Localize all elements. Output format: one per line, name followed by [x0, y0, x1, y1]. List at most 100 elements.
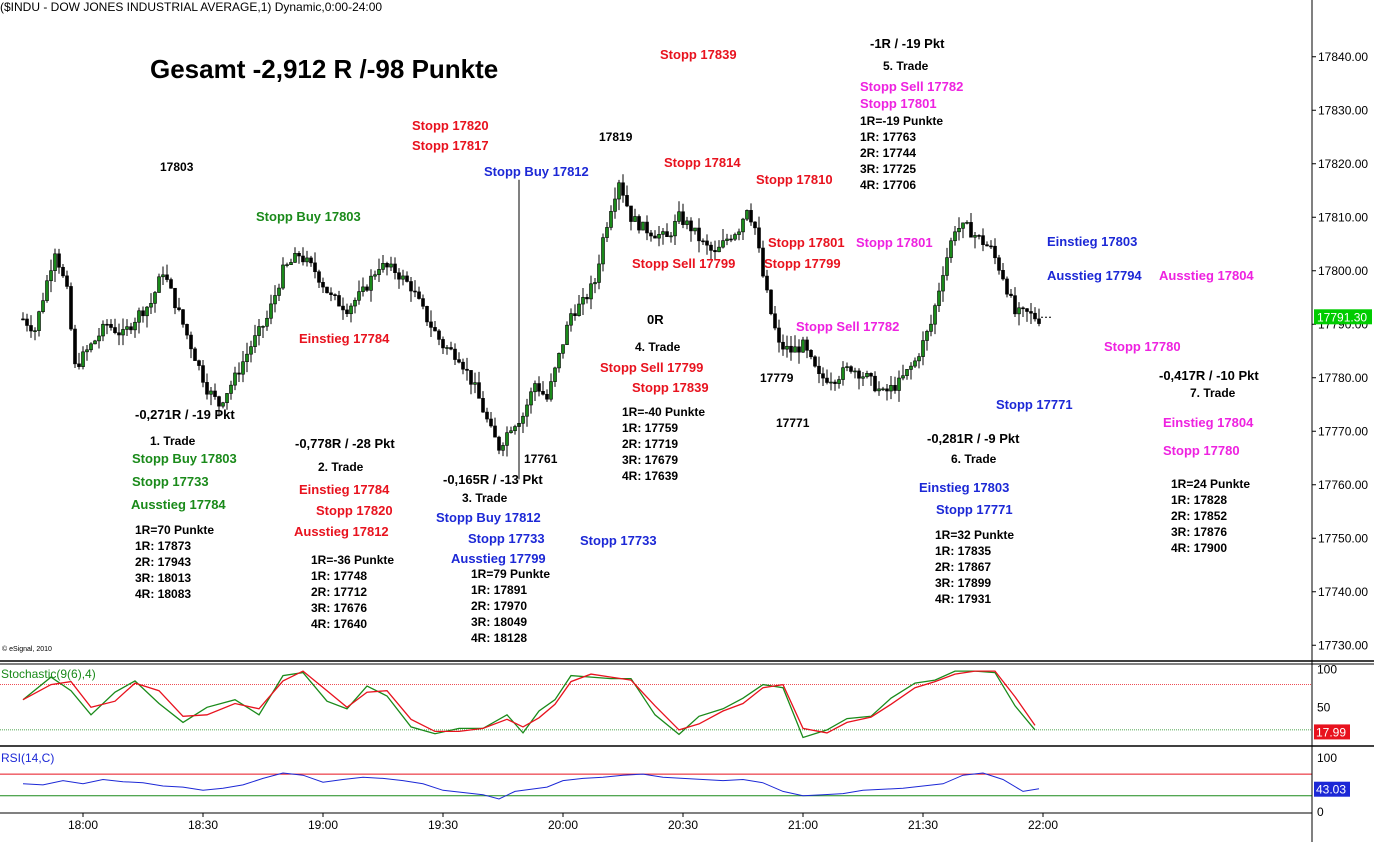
candle-body [217, 396, 221, 407]
y-tick-label: 17730.00 [1318, 638, 1368, 652]
candle-body [645, 221, 649, 234]
candle-body [453, 348, 457, 360]
candle-body [185, 324, 189, 336]
candle-body [61, 266, 65, 277]
annotation-49: -0,271R / -19 Pkt [135, 407, 235, 422]
candle-body [253, 335, 257, 347]
candle-body [689, 220, 693, 232]
candle-body [777, 327, 781, 343]
candle-body [885, 388, 889, 392]
candle-body [565, 324, 569, 345]
candle-body [993, 245, 997, 259]
candle-body [549, 381, 553, 400]
candle-body [805, 339, 809, 351]
y-tick-label: 17770.00 [1318, 424, 1368, 438]
candle-body [585, 297, 589, 300]
candle-body [609, 211, 613, 228]
annotation-20: Stopp Sell 17799 [632, 256, 736, 271]
candle-body [741, 218, 745, 233]
annotation-65: 1R: 17748 [311, 569, 368, 583]
annotation-56: 2R: 17943 [135, 555, 192, 569]
candle-body [461, 361, 465, 370]
candle-body [149, 303, 153, 308]
candle-body [73, 328, 77, 365]
candle-body [841, 367, 845, 380]
stoch-line-green [22, 670, 1036, 739]
candle-body [1037, 318, 1041, 324]
candle-body [289, 262, 293, 265]
candle-body [913, 360, 917, 367]
candle-body [97, 335, 101, 342]
rsi-tick-label: 0 [1317, 805, 1324, 819]
candle-body [433, 327, 437, 332]
candle-body [273, 295, 277, 305]
candle-body [749, 210, 753, 223]
candle-body [445, 347, 449, 349]
candle-body [277, 287, 281, 296]
candle-body [249, 346, 253, 355]
annotation-84: Stopp 17771 [936, 502, 1013, 517]
candle-body [81, 351, 85, 367]
annotation-0: 17803 [160, 160, 194, 174]
candle-body [125, 326, 129, 330]
candle-body [569, 313, 573, 326]
candle-body [369, 275, 373, 291]
candle-body [1017, 307, 1021, 315]
stoch-value-tag [1314, 724, 1350, 740]
candle-body [669, 235, 673, 238]
candle-body [417, 291, 421, 299]
candle-body [1001, 270, 1005, 280]
annotation-22: Einstieg 17803 [1047, 234, 1138, 249]
candle-body [753, 221, 757, 229]
candle-body [209, 390, 213, 395]
annotation-42: Einstieg 17804 [1163, 415, 1254, 430]
candle-body [825, 377, 829, 383]
candle-body [809, 350, 813, 358]
stochastic-title: Stochastic(9(6),4) [1, 667, 96, 681]
candle-body [205, 382, 209, 395]
candle-body [229, 384, 233, 394]
candle-body [997, 257, 1001, 271]
annotation-36: 17779 [760, 371, 794, 385]
candle-body [313, 262, 317, 273]
x-tick-label: 19:00 [308, 818, 338, 832]
stochastic-panel: 100 50 17.99 [0, 663, 1350, 740]
annotation-63: Ausstieg 17812 [294, 524, 389, 539]
candle-body [153, 292, 157, 304]
candle-body [561, 344, 565, 354]
candle-body [641, 221, 645, 231]
candle-body [325, 286, 329, 294]
annotation-48: 4R: 17900 [1171, 541, 1228, 555]
candle-body [513, 426, 517, 432]
chart-title: ($INDU - DOW JONES INDUSTRIAL AVERAGE,1)… [0, 0, 383, 14]
candle-body [921, 340, 925, 357]
candle-body [441, 339, 445, 349]
candle-body [457, 359, 461, 363]
candle-body [941, 275, 945, 292]
candle-body [93, 340, 97, 345]
summary-result: Gesamt -2,912 R /-98 Punkte [150, 54, 499, 84]
candle-body [69, 286, 73, 330]
annotation-23: Ausstieg 17794 [1047, 268, 1142, 283]
rsi-tick-label: 100 [1317, 751, 1337, 765]
annotation-67: 3R: 17676 [311, 601, 368, 615]
candle-body [169, 279, 173, 289]
candle-body [401, 275, 405, 280]
candle-body [505, 432, 509, 446]
annotation-39: Stopp 17771 [996, 397, 1073, 412]
candle-body [681, 211, 685, 225]
candle-body [853, 370, 857, 373]
candle-body [793, 346, 797, 353]
candle-body [889, 385, 893, 392]
candle-body [581, 297, 585, 305]
candle-body [473, 382, 477, 385]
y-tick-label: 17810.00 [1318, 210, 1368, 224]
candle-body [1013, 295, 1017, 315]
candle-body [193, 348, 197, 361]
candle-body [901, 375, 905, 379]
candle-body [929, 323, 933, 332]
candle-body [657, 234, 661, 239]
x-tick-label: 18:00 [68, 818, 98, 832]
candle-body [221, 402, 225, 407]
rsi-panel: 100 0 43.03 [0, 751, 1350, 819]
